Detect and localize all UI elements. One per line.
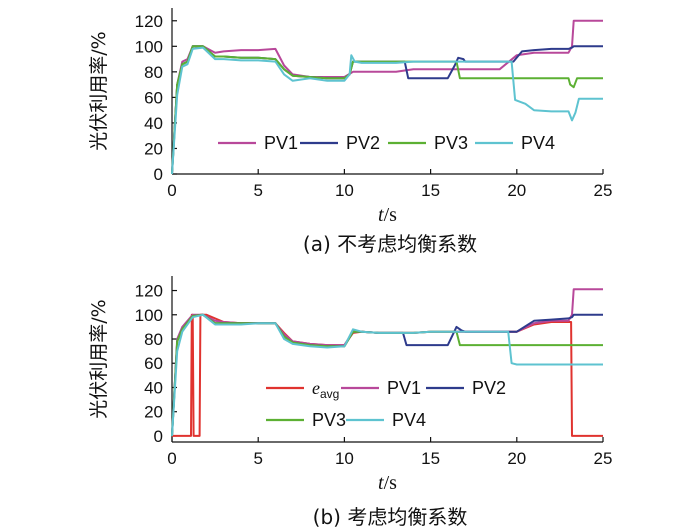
x-tick-label: 10 [335,181,354,200]
x-tick-label: 20 [507,449,526,468]
legend-label-e: eavg [312,378,339,401]
series-line-pv3 [171,313,603,436]
legend-label-pv3: PV3 [434,133,468,153]
y-tick-label: 120 [135,282,163,301]
chart-panel-b: 0 20 40 60 80 100 120 0 5 10 15 20 25 光伏利用率/% t/s (b) 考… [88,276,612,529]
x-tick-label: 5 [253,181,262,200]
panel-caption: (b) 考虑均衡系数 [313,505,468,529]
x-tick-label: 5 [253,449,262,468]
x-axis-label: t/s [378,472,397,494]
x-tick-label: 10 [335,449,354,468]
x-tick-label: 15 [421,449,440,468]
chart-panel-a: 0 20 40 60 80 100 120 0 5 10 15 20 25 光伏利用率/% t/s (a) 不… [88,8,612,256]
legend-label-pv2: PV2 [346,133,380,153]
series-line-pv4 [171,313,603,436]
panel-caption: (a) 不考虑均衡系数 [303,232,477,256]
y-tick-label: 0 [154,165,163,184]
series-line-pv1 [171,288,603,436]
y-tick-label: 80 [144,63,163,82]
series-line-pv4 [171,46,603,175]
y-tick-label: 100 [135,306,163,325]
y-tick-label: 0 [154,427,163,446]
y-axis-label: 光伏利用率/% [88,31,110,150]
x-tick-label: 15 [421,181,440,200]
legend-label-pv2: PV2 [472,378,506,398]
legend-label-pv4: PV4 [521,133,555,153]
x-tick-label: 25 [594,181,613,200]
x-tick-label: 20 [507,181,526,200]
y-tick-label: 20 [144,139,163,158]
x-tick-label: 25 [594,449,613,468]
legend-label-pv1: PV1 [387,378,421,398]
y-tick-label: 40 [144,378,163,397]
legend-label-pv1: PV1 [264,133,298,153]
y-tick-label: 40 [144,114,163,133]
y-tick-label: 60 [144,88,163,107]
y-tick-label: 120 [135,12,163,31]
y-tick-label: 20 [144,403,163,422]
series-line-pv3 [171,45,603,175]
legend-label-pv3: PV3 [312,410,346,430]
legend: PV1 PV2 PV3 PV4 [218,133,555,153]
y-tick-label: 60 [144,354,163,373]
y-tick-label: 80 [144,330,163,349]
x-tick-label: 0 [167,449,176,468]
x-axis-label: t/s [378,204,397,226]
legend: eavg PV1 PV2 PV3 PV4 [266,378,506,430]
legend-label-pv4: PV4 [392,410,426,430]
series-line-pv1 [171,19,603,175]
y-axis-label: 光伏利用率/% [88,299,110,418]
y-tick-label: 100 [135,37,163,56]
x-tick-label: 0 [167,181,176,200]
